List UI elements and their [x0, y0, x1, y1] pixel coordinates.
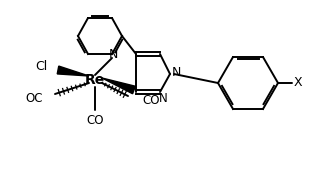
Polygon shape [57, 66, 89, 76]
Text: Cl: Cl [35, 59, 47, 73]
Polygon shape [102, 78, 135, 94]
Text: OC: OC [25, 92, 43, 105]
Text: X: X [294, 77, 302, 89]
Text: N: N [159, 92, 167, 105]
Text: CO: CO [86, 114, 104, 127]
Text: N: N [108, 49, 118, 61]
Text: Re: Re [85, 73, 105, 87]
Text: CO: CO [142, 95, 159, 108]
Text: N: N [171, 67, 181, 80]
